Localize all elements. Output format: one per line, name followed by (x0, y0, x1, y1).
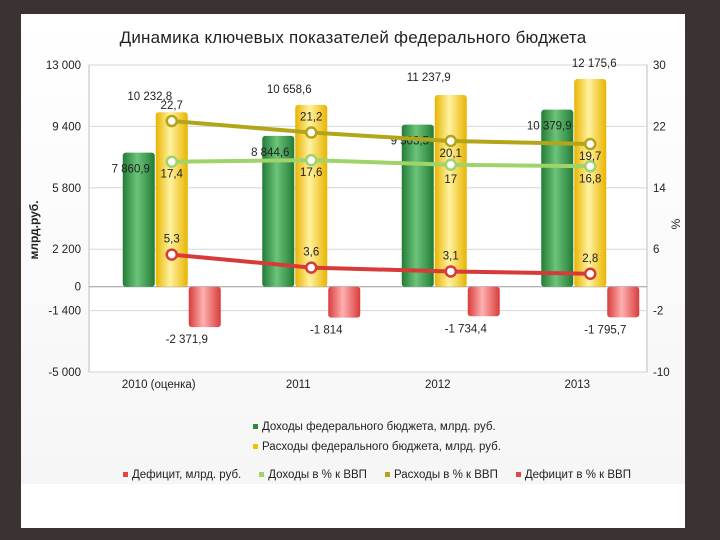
deficit-gdp-line-label: 3,1 (443, 250, 459, 262)
deficit-gdp-line-label: 2,8 (582, 253, 598, 265)
legend-label: Доходы в % к ВВП (268, 469, 367, 481)
y-tick-label: -1 400 (48, 306, 81, 318)
y-tick-label: 13 000 (46, 60, 81, 72)
legend-label: Расходы федерального бюджета, млрд. руб. (262, 441, 501, 453)
legend-row: Расходы федерального бюджета, млрд. руб. (253, 441, 519, 453)
legend-item: Доходы в % к ВВП (259, 469, 367, 481)
revenue-gdp-line-point (305, 153, 318, 167)
chart-area: Динамика ключевых показателей федерально… (21, 14, 685, 484)
legend-item: Доходы федерального бюджета, млрд. руб. (253, 421, 496, 433)
revenue-bar (122, 152, 155, 287)
deficit-bar (467, 286, 500, 317)
legend-item: Расходы в % к ВВП (384, 469, 498, 481)
expense-gdp-line-label: 22,7 (161, 100, 183, 112)
revenue-gdp-line-label: 16,8 (579, 173, 601, 185)
legend-label: Расходы в % к ВВП (393, 469, 498, 481)
deficit-gdp-line-point (584, 267, 597, 281)
legend-item: Дефицит, млрд. руб. (123, 469, 241, 481)
deficit-bar (328, 286, 361, 318)
revenue-bar (401, 124, 434, 287)
y-tick-label: 9 400 (52, 121, 81, 133)
revenue-bar (541, 109, 574, 287)
y2-tick-label: 30 (653, 60, 666, 72)
y-axis-label: млрд.руб. (27, 200, 41, 259)
legend-swatch (123, 472, 128, 478)
y2-tick-label: -10 (653, 367, 670, 379)
deficit-bar (607, 286, 640, 318)
deficit-gdp-line-label: 3,6 (303, 247, 319, 259)
deficit-bar-label: -1 795,7 (584, 324, 626, 336)
y2-axis-label: % (669, 218, 683, 229)
y2-tick-label: -2 (653, 306, 663, 318)
revenue-gdp-line-label: 17 (444, 174, 457, 186)
expense-gdp-line-label: 20,1 (440, 148, 462, 160)
y-tick-label: 2 200 (52, 244, 81, 256)
deficit-gdp-line (171, 252, 591, 276)
legend-label: Доходы федерального бюджета, млрд. руб. (262, 421, 496, 433)
expense-gdp-line-point (444, 134, 457, 148)
y2-tick-label: 22 (653, 121, 666, 133)
revenue-gdp-line-point (444, 158, 457, 172)
revenue-bar-label: 10 379,9 (527, 121, 572, 133)
revenue-gdp-line-label: 17,4 (161, 169, 184, 181)
expense-gdp-line-label: 19,7 (579, 151, 601, 163)
revenue-bar-label: 8 844,6 (251, 147, 289, 159)
revenue-gdp-line (171, 158, 591, 169)
expense-gdp-line-point (584, 137, 597, 151)
x-tick-label: 2012 (425, 379, 451, 391)
slide: Динамика ключевых показателей федерально… (21, 14, 685, 528)
y2-tick-label: 14 (653, 183, 666, 195)
legend-swatch (259, 472, 265, 478)
chart-title: Динамика ключевых показателей федерально… (119, 28, 587, 47)
legend-swatch (384, 472, 390, 478)
legend-row: Доходы федерального бюджета, млрд. руб. (253, 421, 514, 433)
legend-row: Дефицит, млрд. руб. Доходы в % к ВВП Расхо… (123, 469, 649, 481)
y-tick-label: 0 (75, 282, 81, 294)
revenue-gdp-line-point (165, 155, 178, 168)
deficit-gdp-line-label: 5,3 (164, 234, 180, 246)
revenue-bar-label: 7 860,9 (112, 164, 150, 176)
expense-gdp-line-point (165, 114, 178, 128)
legend-swatch (253, 424, 258, 430)
deficit-bar-label: -1 734,4 (445, 323, 488, 335)
deficit-bar-label: -1 814 (310, 325, 343, 337)
chart-svg: 13 000 9 400 5 800 2 200 0 -1 400 -5 000 30 22 14… (27, 58, 683, 391)
expense-gdp-line-label: 21,2 (300, 112, 322, 124)
x-tick-label: 2011 (286, 379, 311, 391)
deficit-gdp-line-point (444, 265, 457, 278)
expense-bar (295, 104, 328, 287)
legend-label: Дефицит в % к ВВП (524, 469, 631, 481)
revenue-bar (262, 135, 295, 287)
legend-swatch (515, 472, 521, 478)
expense-bar-label: 10 232,8 (127, 91, 172, 103)
expense-gdp-line-point (305, 126, 318, 139)
y2-tick-label: 6 (653, 244, 659, 256)
expense-bar (574, 79, 607, 287)
legend-item: Расходы федерального бюджета, млрд. руб. (253, 441, 501, 453)
x-tick-label: 2013 (564, 379, 590, 391)
expense-bar-label: 10 658,6 (267, 84, 312, 96)
legend-label: Дефицит, млрд. руб. (132, 469, 242, 481)
deficit-gdp-line-point (305, 261, 318, 274)
y-tick-label: 5 800 (52, 183, 81, 195)
expense-bar-label: 12 175,6 (572, 58, 617, 70)
expense-bar-label: 11 237,9 (407, 72, 451, 84)
deficit-bar (188, 286, 221, 328)
deficit-bar-label: -2 371,9 (166, 334, 208, 346)
expense-bar (155, 112, 188, 287)
y-tick-label: -5 000 (48, 367, 81, 379)
x-tick-label: 2010 (оценка) (122, 379, 196, 391)
legend-swatch (253, 444, 258, 450)
legend-item: Дефицит в % к ВВП (515, 469, 631, 481)
deficit-gdp-line-point (165, 248, 178, 261)
revenue-gdp-line-point (584, 160, 597, 173)
revenue-gdp-line-label: 17,6 (300, 167, 322, 179)
expense-gdp-line (171, 119, 591, 147)
